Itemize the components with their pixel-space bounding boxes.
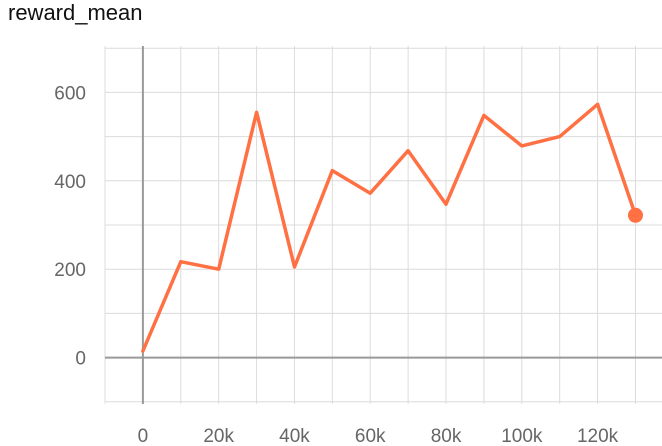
last-point-marker	[627, 207, 643, 223]
chart-title: reward_mean	[8, 0, 143, 25]
x-tick-label: 100k	[501, 426, 543, 446]
series-line	[141, 102, 638, 353]
x-tick-label: 120k	[577, 426, 619, 446]
y-tick-label: 400	[54, 172, 86, 193]
y-tick-label: 0	[75, 349, 86, 370]
x-tick-label: 40k	[279, 426, 310, 446]
x-tick-label: 20k	[203, 426, 234, 446]
x-tick-label: 0	[138, 426, 149, 446]
x-tick-label: 80k	[431, 426, 462, 446]
y-tick-label: 600	[54, 83, 86, 104]
grid	[104, 46, 662, 404]
x-tick-label: 60k	[355, 426, 386, 446]
axes	[105, 46, 662, 404]
series-layer	[141, 102, 643, 353]
tick-labels: 0 20k 40k 60k 80k 100k 120k 0 200 400 600	[54, 83, 618, 446]
y-tick-label: 200	[54, 260, 86, 281]
